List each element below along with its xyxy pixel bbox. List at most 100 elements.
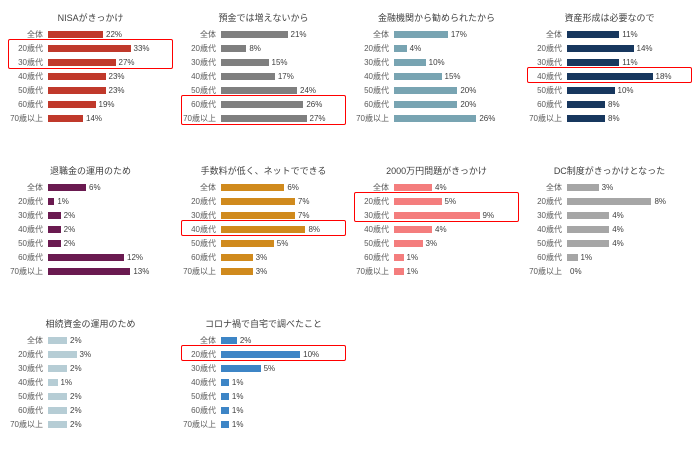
bar-zone: 1% [48, 378, 173, 387]
bar [48, 86, 106, 94]
bar [394, 211, 480, 219]
value-label: 18% [655, 71, 672, 81]
bar-zone: 1% [221, 392, 346, 401]
bar-row: 60歳代 3% [181, 250, 346, 264]
bar-zone: 2% [48, 239, 173, 248]
value-label: 15% [271, 57, 288, 67]
chart-title: 金融機関から勧められたから [377, 13, 495, 23]
chart-title: 相続資金の運用のため [45, 319, 136, 329]
bar-chart: コロナ禍で自宅で調べたこと 全体 2% 20歳代 10% 30歳代 5% 40歳代 1% 50歳代… [181, 318, 346, 431]
bar [394, 114, 477, 122]
bar [221, 336, 237, 344]
bar-row: 30歳代 11% [527, 55, 692, 69]
bar-row: 30歳代 7% [181, 208, 346, 222]
chart-title: 預金では増えないから [218, 13, 309, 23]
chart-title: 資産形成は必要なので [564, 13, 655, 23]
value-label: 14% [636, 43, 653, 53]
chart-rows: 全体 6% 20歳代 1% 30歳代 2% 40歳代 2% 50歳代 2% 60歳代 12% 70歳以上… [8, 180, 173, 278]
bar-zone: 11% [567, 30, 692, 39]
bar [48, 364, 67, 372]
bar [221, 267, 253, 275]
bar-zone: 12% [48, 253, 173, 262]
value-label: 19% [98, 99, 115, 109]
bar [221, 239, 274, 247]
value-label: 1% [406, 252, 419, 262]
category-label: 50歳代 [537, 85, 562, 95]
category-label: 20歳代 [18, 43, 43, 53]
category-label: 70歳以上 [356, 266, 389, 276]
bar [567, 30, 620, 38]
bar [394, 197, 442, 205]
bar [48, 239, 61, 247]
bar-row: 30歳代 9% [354, 208, 519, 222]
value-label: 5% [444, 196, 457, 206]
value-label: 1% [231, 391, 244, 401]
value-label: 10% [303, 349, 320, 359]
bar-row: 40歳代 4% [354, 222, 519, 236]
bar-chart: 資産形成は必要なので 全体 11% 20歳代 14% 30歳代 11% 40歳代 18% 50歳代… [527, 12, 692, 125]
bar-zone: 10% [221, 350, 346, 359]
bar [48, 183, 86, 191]
bar [394, 44, 407, 52]
bar-row: 40歳代 4% [527, 222, 692, 236]
bar-zone: 21% [221, 30, 346, 39]
bar-chart: DC制度がきっかけとなった 全体 3% 20歳代 8% 30歳代 4% 40歳代 4% 50歳代 4… [527, 165, 692, 278]
bar-zone: 3% [48, 350, 173, 359]
category-label: 60歳代 [191, 405, 216, 415]
value-label: 2% [63, 224, 76, 234]
bar-row: 70歳以上 27% [181, 111, 346, 125]
category-label: 30歳代 [364, 57, 389, 67]
bar-zone: 15% [221, 58, 346, 67]
bar-zone: 15% [394, 72, 519, 81]
bar-zone: 27% [48, 58, 173, 67]
bar-zone: 8% [567, 100, 692, 109]
bar-zone: 7% [221, 211, 346, 220]
value-label: 8% [608, 113, 620, 123]
category-label: 70歳以上 [356, 113, 389, 123]
bar-row: 全体 2% [8, 333, 173, 347]
bar-zone: 8% [567, 114, 692, 123]
category-label: 30歳代 [191, 210, 216, 220]
bar-row: 全体 17% [354, 27, 519, 41]
category-label: 20歳代 [18, 196, 43, 206]
category-label: 70歳以上 [10, 419, 43, 429]
category-label: 70歳以上 [183, 266, 216, 276]
value-label: 1% [580, 252, 593, 262]
category-label: 50歳代 [18, 238, 43, 248]
value-label: 8% [608, 99, 620, 109]
value-label: 4% [409, 43, 422, 53]
bar-zone: 7% [221, 197, 346, 206]
category-label: 50歳代 [364, 85, 389, 95]
bar-zone: 1% [48, 197, 173, 206]
value-label: 6% [89, 182, 101, 192]
bar-row: 30歳代 2% [8, 208, 173, 222]
bar-row: 70歳以上 14% [8, 111, 173, 125]
bar [567, 197, 652, 205]
bar-zone: 4% [394, 225, 519, 234]
bar-row: 60歳代 20% [354, 97, 519, 111]
bar-row: 50歳代 23% [8, 83, 173, 97]
bar-row: 20歳代 8% [527, 194, 692, 208]
bar-zone: 26% [221, 100, 346, 109]
category-label: 全体 [200, 182, 216, 192]
bar-chart: 2000万円問題がきっかけ 全体 4% 20歳代 5% 30歳代 9% 40歳代 4% 50歳代 3… [354, 165, 519, 278]
category-label: 全体 [373, 29, 389, 39]
value-label: 33% [133, 43, 150, 53]
value-label: 3% [601, 182, 614, 192]
bar [394, 253, 404, 261]
bar-zone: 23% [48, 86, 173, 95]
bar-zone: 0% [567, 267, 692, 276]
value-label: 26% [479, 113, 496, 123]
bar-row: 60歳代 1% [354, 250, 519, 264]
bar-zone: 22% [48, 30, 173, 39]
value-label: 2% [70, 419, 82, 429]
bar-chart: NISAがきっかけ 全体 22% 20歳代 33% 30歳代 27% 40歳代 23% 50歳代 2… [8, 12, 173, 125]
bar-row: 20歳代 5% [354, 194, 519, 208]
bar-row: 40歳代 17% [181, 69, 346, 83]
bar [221, 406, 229, 414]
value-label: 17% [450, 29, 467, 39]
bar-zone: 26% [394, 114, 519, 123]
bar-row: 全体 4% [354, 180, 519, 194]
bar [221, 392, 229, 400]
category-label: 30歳代 [191, 57, 216, 67]
